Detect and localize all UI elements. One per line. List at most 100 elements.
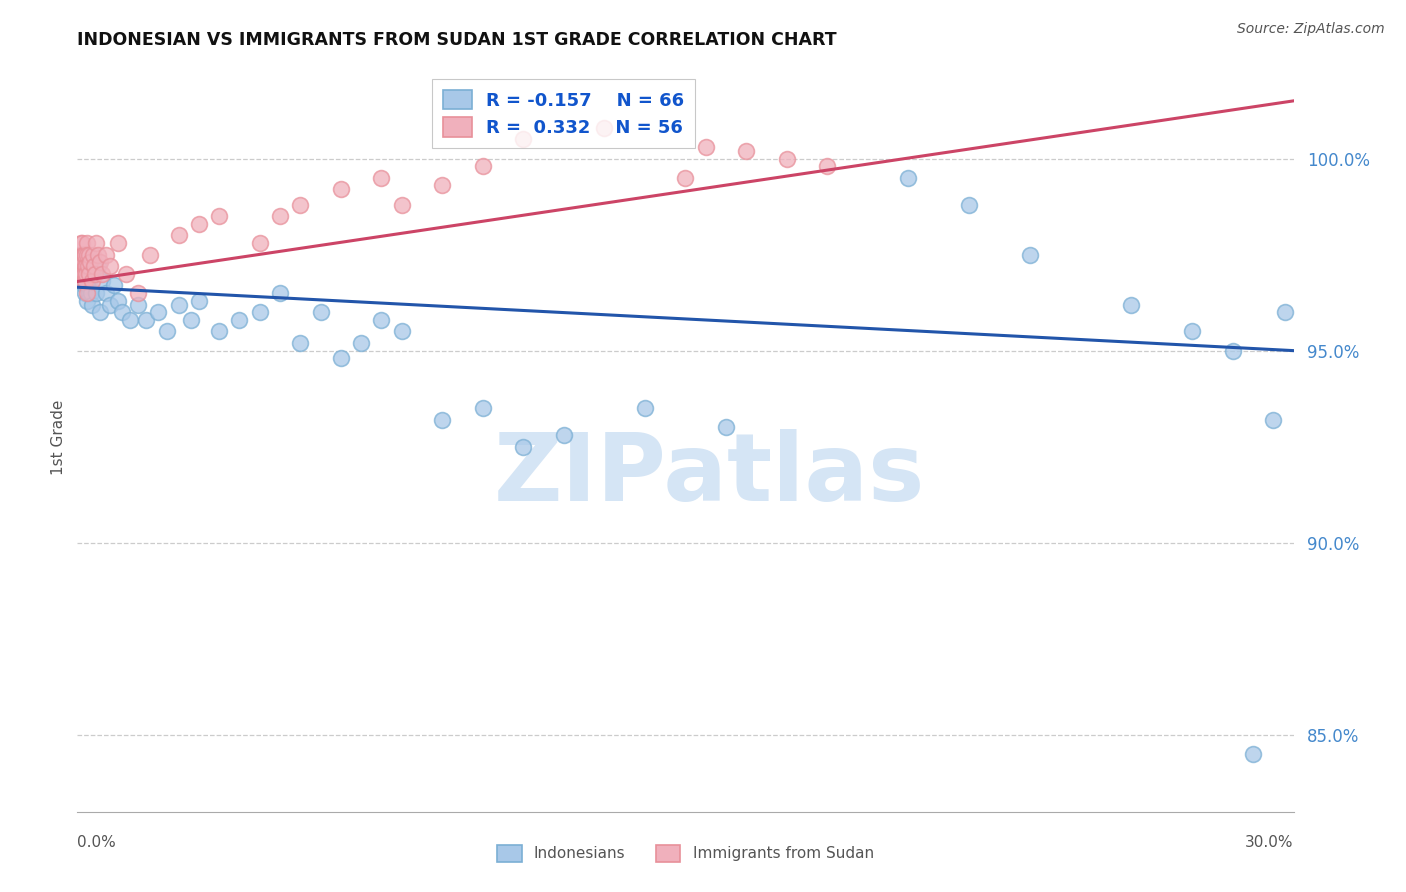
Point (103, 278, 125, 293)
Point (634, 401, 657, 416)
Point (115, 267, 138, 281)
Point (1019, 247, 1042, 261)
Point (70, 275, 93, 289)
Point (127, 285, 149, 300)
Point (90, 267, 112, 281)
Text: Source: ZipAtlas.com: Source: ZipAtlas.com (1237, 22, 1385, 37)
Point (593, 120, 616, 135)
Point (73, 247, 96, 261)
Point (471, 159, 494, 173)
Point (249, 305, 271, 319)
Point (79, 275, 101, 289)
Point (67, 267, 90, 281)
Text: 30.0%: 30.0% (1246, 835, 1294, 850)
Point (208, 325, 231, 339)
Point (94, 285, 117, 300)
Text: INDONESIAN VS IMMIGRANTS FROM SUDAN 1ST GRADE CORRELATION CHART: INDONESIAN VS IMMIGRANTS FROM SUDAN 1ST … (77, 31, 837, 49)
Point (512, 440, 534, 454)
Point (776, 152, 799, 166)
Point (208, 209, 231, 223)
Point (139, 247, 162, 261)
Point (76, 278, 98, 293)
Point (73, 267, 96, 281)
Point (77, 259, 100, 273)
Point (83, 267, 105, 281)
Point (89, 255, 111, 269)
Y-axis label: 1st Grade: 1st Grade (51, 400, 66, 475)
Point (228, 313, 250, 327)
Point (70, 267, 93, 281)
Point (249, 235, 271, 250)
Point (127, 297, 149, 311)
Point (1222, 343, 1244, 358)
Point (309, 305, 332, 319)
Point (391, 197, 413, 211)
Point (73, 259, 96, 273)
Point (86, 259, 108, 273)
Point (167, 228, 190, 243)
Point (290, 197, 312, 211)
Point (430, 178, 453, 193)
Point (89, 305, 111, 319)
Point (76, 267, 98, 281)
Point (391, 325, 413, 339)
Point (84, 235, 107, 250)
Point (72, 275, 94, 289)
Text: ZIPatlas: ZIPatlas (494, 428, 925, 521)
Point (675, 170, 697, 185)
Point (553, 428, 575, 442)
Point (77, 285, 100, 300)
Point (180, 313, 202, 327)
Point (76, 247, 98, 261)
Point (73, 263, 96, 277)
Point (72, 255, 94, 269)
Point (269, 209, 291, 223)
Point (83, 259, 105, 273)
Point (329, 351, 352, 366)
Point (70, 247, 93, 261)
Point (69, 235, 91, 250)
Point (135, 313, 157, 327)
Point (75, 247, 97, 261)
Point (80, 297, 103, 311)
Point (76, 285, 98, 300)
Point (957, 197, 980, 211)
Point (70, 255, 93, 269)
Point (67, 247, 90, 261)
Point (75, 267, 97, 281)
Point (370, 313, 392, 327)
Point (73, 267, 96, 281)
Point (80, 285, 103, 300)
Point (77, 267, 100, 281)
Point (118, 313, 141, 327)
Point (70, 263, 93, 277)
Point (471, 401, 494, 416)
Point (695, 140, 717, 154)
Point (94, 247, 117, 261)
Point (72, 267, 94, 281)
Point (79, 255, 101, 269)
Point (76, 235, 98, 250)
Point (735, 144, 758, 158)
Point (269, 285, 291, 300)
Point (148, 305, 170, 319)
Point (512, 132, 534, 146)
Point (76, 293, 98, 308)
Point (98, 297, 121, 311)
Point (350, 335, 373, 350)
Point (815, 159, 838, 173)
Point (1181, 325, 1204, 339)
Point (155, 325, 177, 339)
Point (1241, 747, 1264, 761)
Point (73, 278, 96, 293)
Point (75, 267, 97, 281)
Point (86, 247, 108, 261)
Point (1263, 413, 1285, 427)
Point (82, 247, 104, 261)
Point (107, 293, 129, 308)
Point (72, 247, 94, 261)
Point (70, 259, 93, 273)
Point (84, 285, 107, 300)
Point (69, 255, 91, 269)
Point (98, 259, 121, 273)
